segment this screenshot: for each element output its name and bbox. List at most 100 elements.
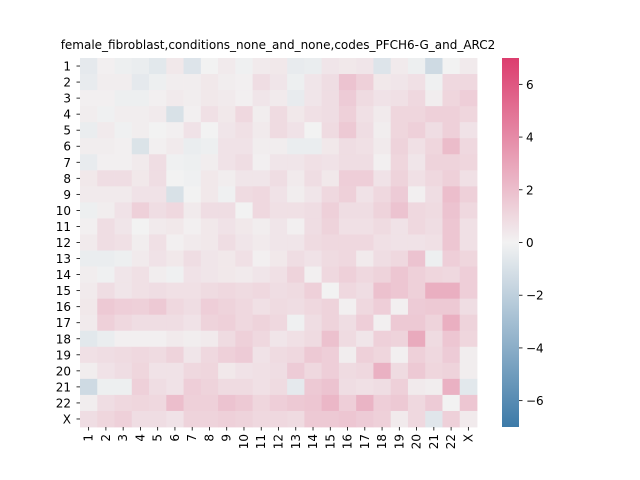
heatmap-cell <box>459 138 478 155</box>
heatmap-cell <box>235 410 254 428</box>
heatmap-cell <box>149 346 167 364</box>
heatmap-cell <box>97 346 115 364</box>
heatmap-cell <box>235 378 254 396</box>
heatmap-cell <box>149 154 167 171</box>
heatmap-cell <box>304 330 323 348</box>
heatmap-cell <box>218 58 236 75</box>
heatmap-cell <box>80 138 98 155</box>
heatmap-cell <box>390 170 409 187</box>
heatmap-cell <box>114 330 133 348</box>
heatmap-cell <box>373 218 392 235</box>
heatmap-cell <box>321 314 340 332</box>
heatmap-cell <box>235 186 254 203</box>
heatmap-cell <box>97 394 115 412</box>
heatmap-cell <box>287 362 305 380</box>
chart-title: female_fibroblast,conditions_none_and_no… <box>61 38 496 52</box>
heatmap-cell <box>218 154 236 171</box>
heatmap-cell <box>269 170 288 187</box>
heatmap-cell <box>338 218 357 235</box>
x-tick-label: 20 <box>410 434 424 449</box>
heatmap-cell <box>149 410 167 428</box>
heatmap-cell <box>459 362 478 380</box>
heatmap-cell <box>149 250 167 267</box>
colorbar-tick-label: 6 <box>526 78 534 92</box>
heatmap-cell <box>183 250 202 267</box>
heatmap-cell <box>183 314 202 332</box>
x-axis-ticks: 1 2 3 4 5 6 7 8 9 10 11 12 13 14 15 16 17 18 19 20 21 22 X <box>82 427 475 449</box>
heatmap-cell <box>114 234 133 251</box>
heatmap-cell <box>97 298 115 316</box>
heatmap-cell <box>200 202 219 219</box>
heatmap-cell <box>114 170 133 187</box>
heatmap-cell <box>425 122 443 139</box>
heatmap-cell <box>114 58 133 75</box>
heatmap-cell <box>97 74 115 91</box>
heatmap-cell <box>218 266 236 284</box>
heatmap-cell <box>356 282 374 300</box>
heatmap-cell <box>442 74 461 91</box>
heatmap-cell <box>114 346 133 364</box>
heatmap-cell <box>321 186 340 203</box>
heatmap-cell <box>97 250 115 267</box>
heatmap-cell <box>373 394 392 412</box>
heatmap-cell <box>131 202 150 219</box>
heatmap-cell <box>269 378 288 396</box>
heatmap-cell <box>252 410 271 428</box>
heatmap-cell <box>287 234 305 251</box>
heatmap-cell <box>218 218 236 235</box>
heatmap-cell <box>218 186 236 203</box>
heatmap-cell <box>442 234 461 251</box>
heatmap-cell <box>321 234 340 251</box>
heatmap-cell <box>166 282 184 300</box>
heatmap-cell <box>252 378 271 396</box>
heatmap-cell <box>149 394 167 412</box>
heatmap-cell <box>149 314 167 332</box>
heatmap-cell <box>338 106 357 123</box>
x-tick-label: 15 <box>323 434 337 449</box>
heatmap-cell <box>425 250 443 267</box>
heatmap-cell <box>218 202 236 219</box>
heatmap-cell <box>200 154 219 171</box>
heatmap-cell <box>200 394 219 412</box>
heatmap-cell <box>304 266 323 284</box>
heatmap-cell <box>235 154 254 171</box>
heatmap-cell <box>149 106 167 123</box>
x-tick-label: 8 <box>202 434 216 442</box>
y-tick-label: 15 <box>56 284 71 298</box>
heatmap-cell <box>338 314 357 332</box>
heatmap-cell <box>97 410 115 428</box>
heatmap-cell <box>373 410 392 428</box>
heatmap-cell <box>287 202 305 219</box>
heatmap-cell <box>390 330 409 348</box>
heatmap-cell <box>183 106 202 123</box>
heatmap-cell <box>235 250 254 267</box>
heatmap-cell <box>252 218 271 235</box>
x-tick-label: 14 <box>306 434 320 449</box>
heatmap-cell <box>442 90 461 107</box>
heatmap-cell <box>131 58 150 75</box>
heatmap-cell <box>114 362 133 380</box>
heatmap-cell <box>252 58 271 75</box>
heatmap-cell <box>407 346 426 364</box>
heatmap-cell <box>97 234 115 251</box>
heatmap-cell <box>166 234 184 251</box>
heatmap-cell <box>459 410 478 428</box>
heatmap-cell <box>407 250 426 267</box>
heatmap-cell <box>114 122 133 139</box>
heatmap-cell <box>287 90 305 107</box>
heatmap-cell <box>459 266 478 284</box>
heatmap-cell <box>269 106 288 123</box>
heatmap-cell <box>218 106 236 123</box>
heatmap-cell <box>183 138 202 155</box>
heatmap-cell <box>425 138 443 155</box>
heatmap-cell <box>131 330 150 348</box>
heatmap-cell <box>97 90 115 107</box>
heatmap-cell <box>200 122 219 139</box>
heatmap-cell <box>407 122 426 139</box>
heatmap-cell <box>252 138 271 155</box>
heatmap-cell <box>407 282 426 300</box>
heatmap-cell <box>356 250 374 267</box>
heatmap-cell <box>459 58 478 75</box>
heatmap-cell <box>269 282 288 300</box>
heatmap-cell <box>114 250 133 267</box>
